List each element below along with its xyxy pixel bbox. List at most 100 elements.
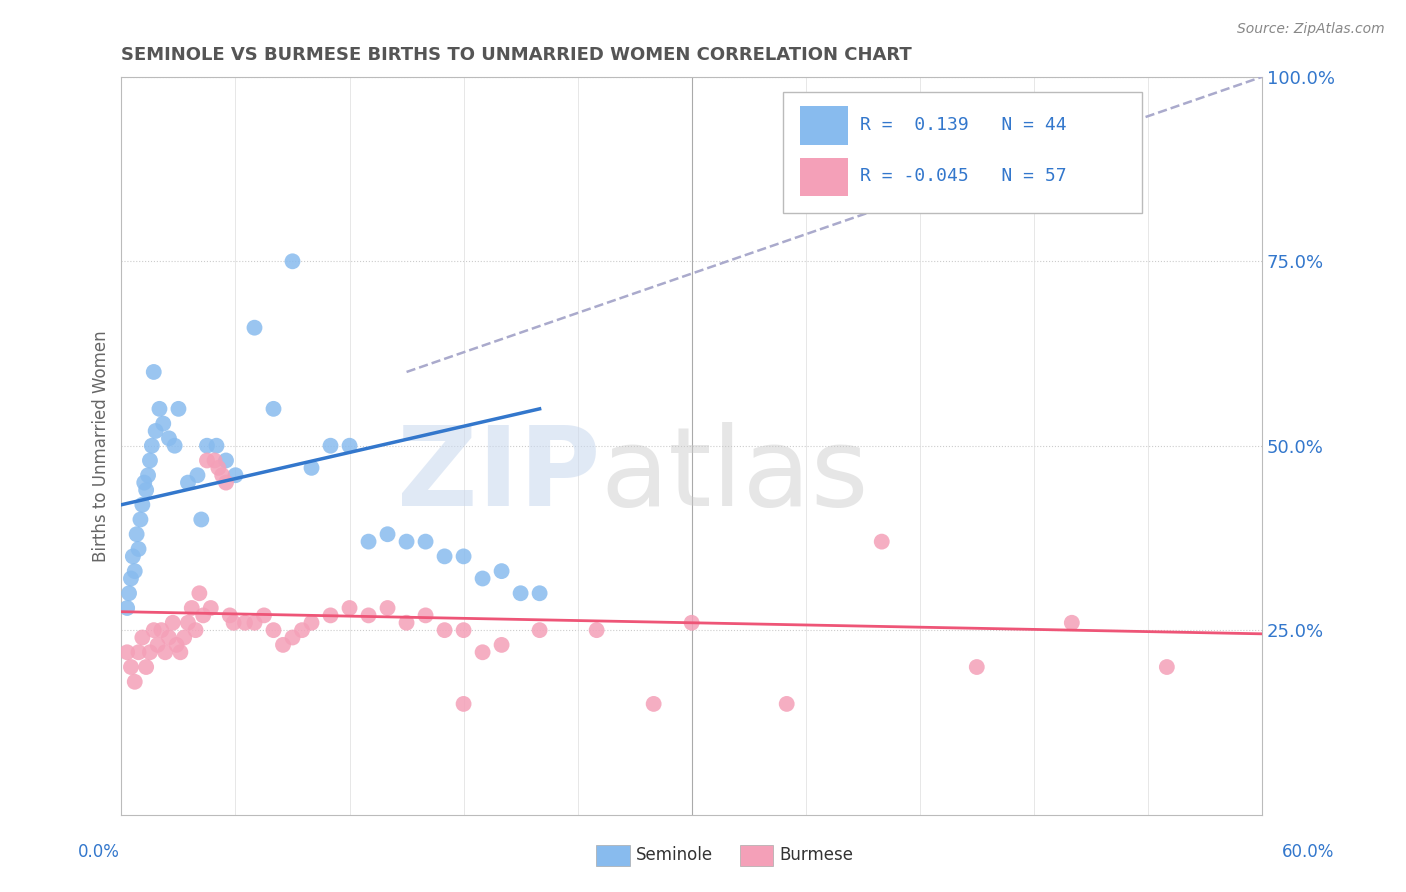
Point — [870, 534, 893, 549]
Point — [357, 534, 380, 549]
Point — [128, 645, 150, 659]
Text: 0.0%: 0.0% — [77, 843, 120, 861]
Text: atlas: atlas — [600, 422, 869, 529]
Point — [453, 623, 475, 637]
Text: 60.0%: 60.0% — [1281, 843, 1334, 861]
Point — [253, 608, 276, 623]
Point — [180, 601, 202, 615]
Text: Burmese: Burmese — [779, 847, 853, 864]
Point — [193, 608, 215, 623]
Point — [188, 586, 211, 600]
Point — [339, 601, 361, 615]
Point — [118, 586, 141, 600]
Point — [195, 453, 218, 467]
Point — [134, 475, 156, 490]
Point — [177, 475, 200, 490]
Point — [224, 468, 246, 483]
Point — [491, 564, 513, 578]
Point — [148, 401, 170, 416]
Point — [146, 638, 169, 652]
Point — [150, 623, 173, 637]
Point — [120, 660, 142, 674]
Point — [243, 320, 266, 334]
Point — [218, 608, 240, 623]
Point — [1060, 615, 1083, 630]
Point — [509, 586, 531, 600]
Point — [357, 608, 380, 623]
Point — [211, 468, 233, 483]
Point — [301, 460, 323, 475]
Point — [167, 401, 190, 416]
Point — [115, 601, 138, 615]
Text: R =  0.139   N = 44: R = 0.139 N = 44 — [860, 116, 1067, 134]
Point — [131, 631, 153, 645]
Point — [162, 615, 184, 630]
Point — [139, 453, 162, 467]
Point — [377, 601, 399, 615]
Point — [125, 527, 148, 541]
Point — [291, 623, 314, 637]
Point — [136, 468, 159, 483]
Point — [128, 541, 150, 556]
Point — [163, 439, 186, 453]
FancyBboxPatch shape — [783, 92, 1142, 213]
Point — [339, 439, 361, 453]
Point — [395, 615, 418, 630]
FancyBboxPatch shape — [800, 158, 848, 196]
Point — [453, 697, 475, 711]
Point — [215, 475, 238, 490]
Point — [395, 534, 418, 549]
Point — [135, 483, 157, 497]
Point — [121, 549, 143, 564]
Point — [319, 439, 342, 453]
Point — [139, 645, 162, 659]
Point — [415, 608, 437, 623]
Point — [141, 439, 163, 453]
Point — [124, 564, 146, 578]
Point — [681, 615, 703, 630]
Point — [243, 615, 266, 630]
Point — [301, 615, 323, 630]
Point — [205, 439, 228, 453]
FancyBboxPatch shape — [800, 106, 848, 145]
Point — [281, 254, 304, 268]
Point — [152, 417, 174, 431]
Point — [215, 453, 238, 467]
Point — [433, 623, 456, 637]
Point — [207, 460, 229, 475]
Y-axis label: Births to Unmarried Women: Births to Unmarried Women — [93, 330, 110, 562]
Text: ZIP: ZIP — [396, 422, 600, 529]
Point — [263, 623, 285, 637]
Point — [166, 638, 188, 652]
Point — [200, 601, 222, 615]
Point — [1156, 660, 1178, 674]
Point — [222, 615, 245, 630]
Point — [186, 468, 208, 483]
Point — [643, 697, 665, 711]
Point — [131, 498, 153, 512]
Point — [157, 431, 180, 445]
Point — [135, 660, 157, 674]
Point — [153, 645, 176, 659]
Point — [184, 623, 207, 637]
Point — [281, 631, 304, 645]
Point — [129, 512, 152, 526]
Text: SEMINOLE VS BURMESE BIRTHS TO UNMARRIED WOMEN CORRELATION CHART: SEMINOLE VS BURMESE BIRTHS TO UNMARRIED … — [121, 46, 912, 64]
Point — [263, 401, 285, 416]
Point — [966, 660, 988, 674]
Point — [433, 549, 456, 564]
Point — [145, 424, 167, 438]
Point — [776, 697, 799, 711]
Text: R = -0.045   N = 57: R = -0.045 N = 57 — [860, 168, 1067, 186]
Point — [157, 631, 180, 645]
Point — [585, 623, 607, 637]
Point — [173, 631, 195, 645]
Point — [115, 645, 138, 659]
Point — [471, 645, 494, 659]
Point — [529, 623, 551, 637]
Text: Seminole: Seminole — [636, 847, 713, 864]
Text: Source: ZipAtlas.com: Source: ZipAtlas.com — [1237, 22, 1385, 37]
Point — [204, 453, 226, 467]
Point — [142, 365, 165, 379]
Point — [529, 586, 551, 600]
